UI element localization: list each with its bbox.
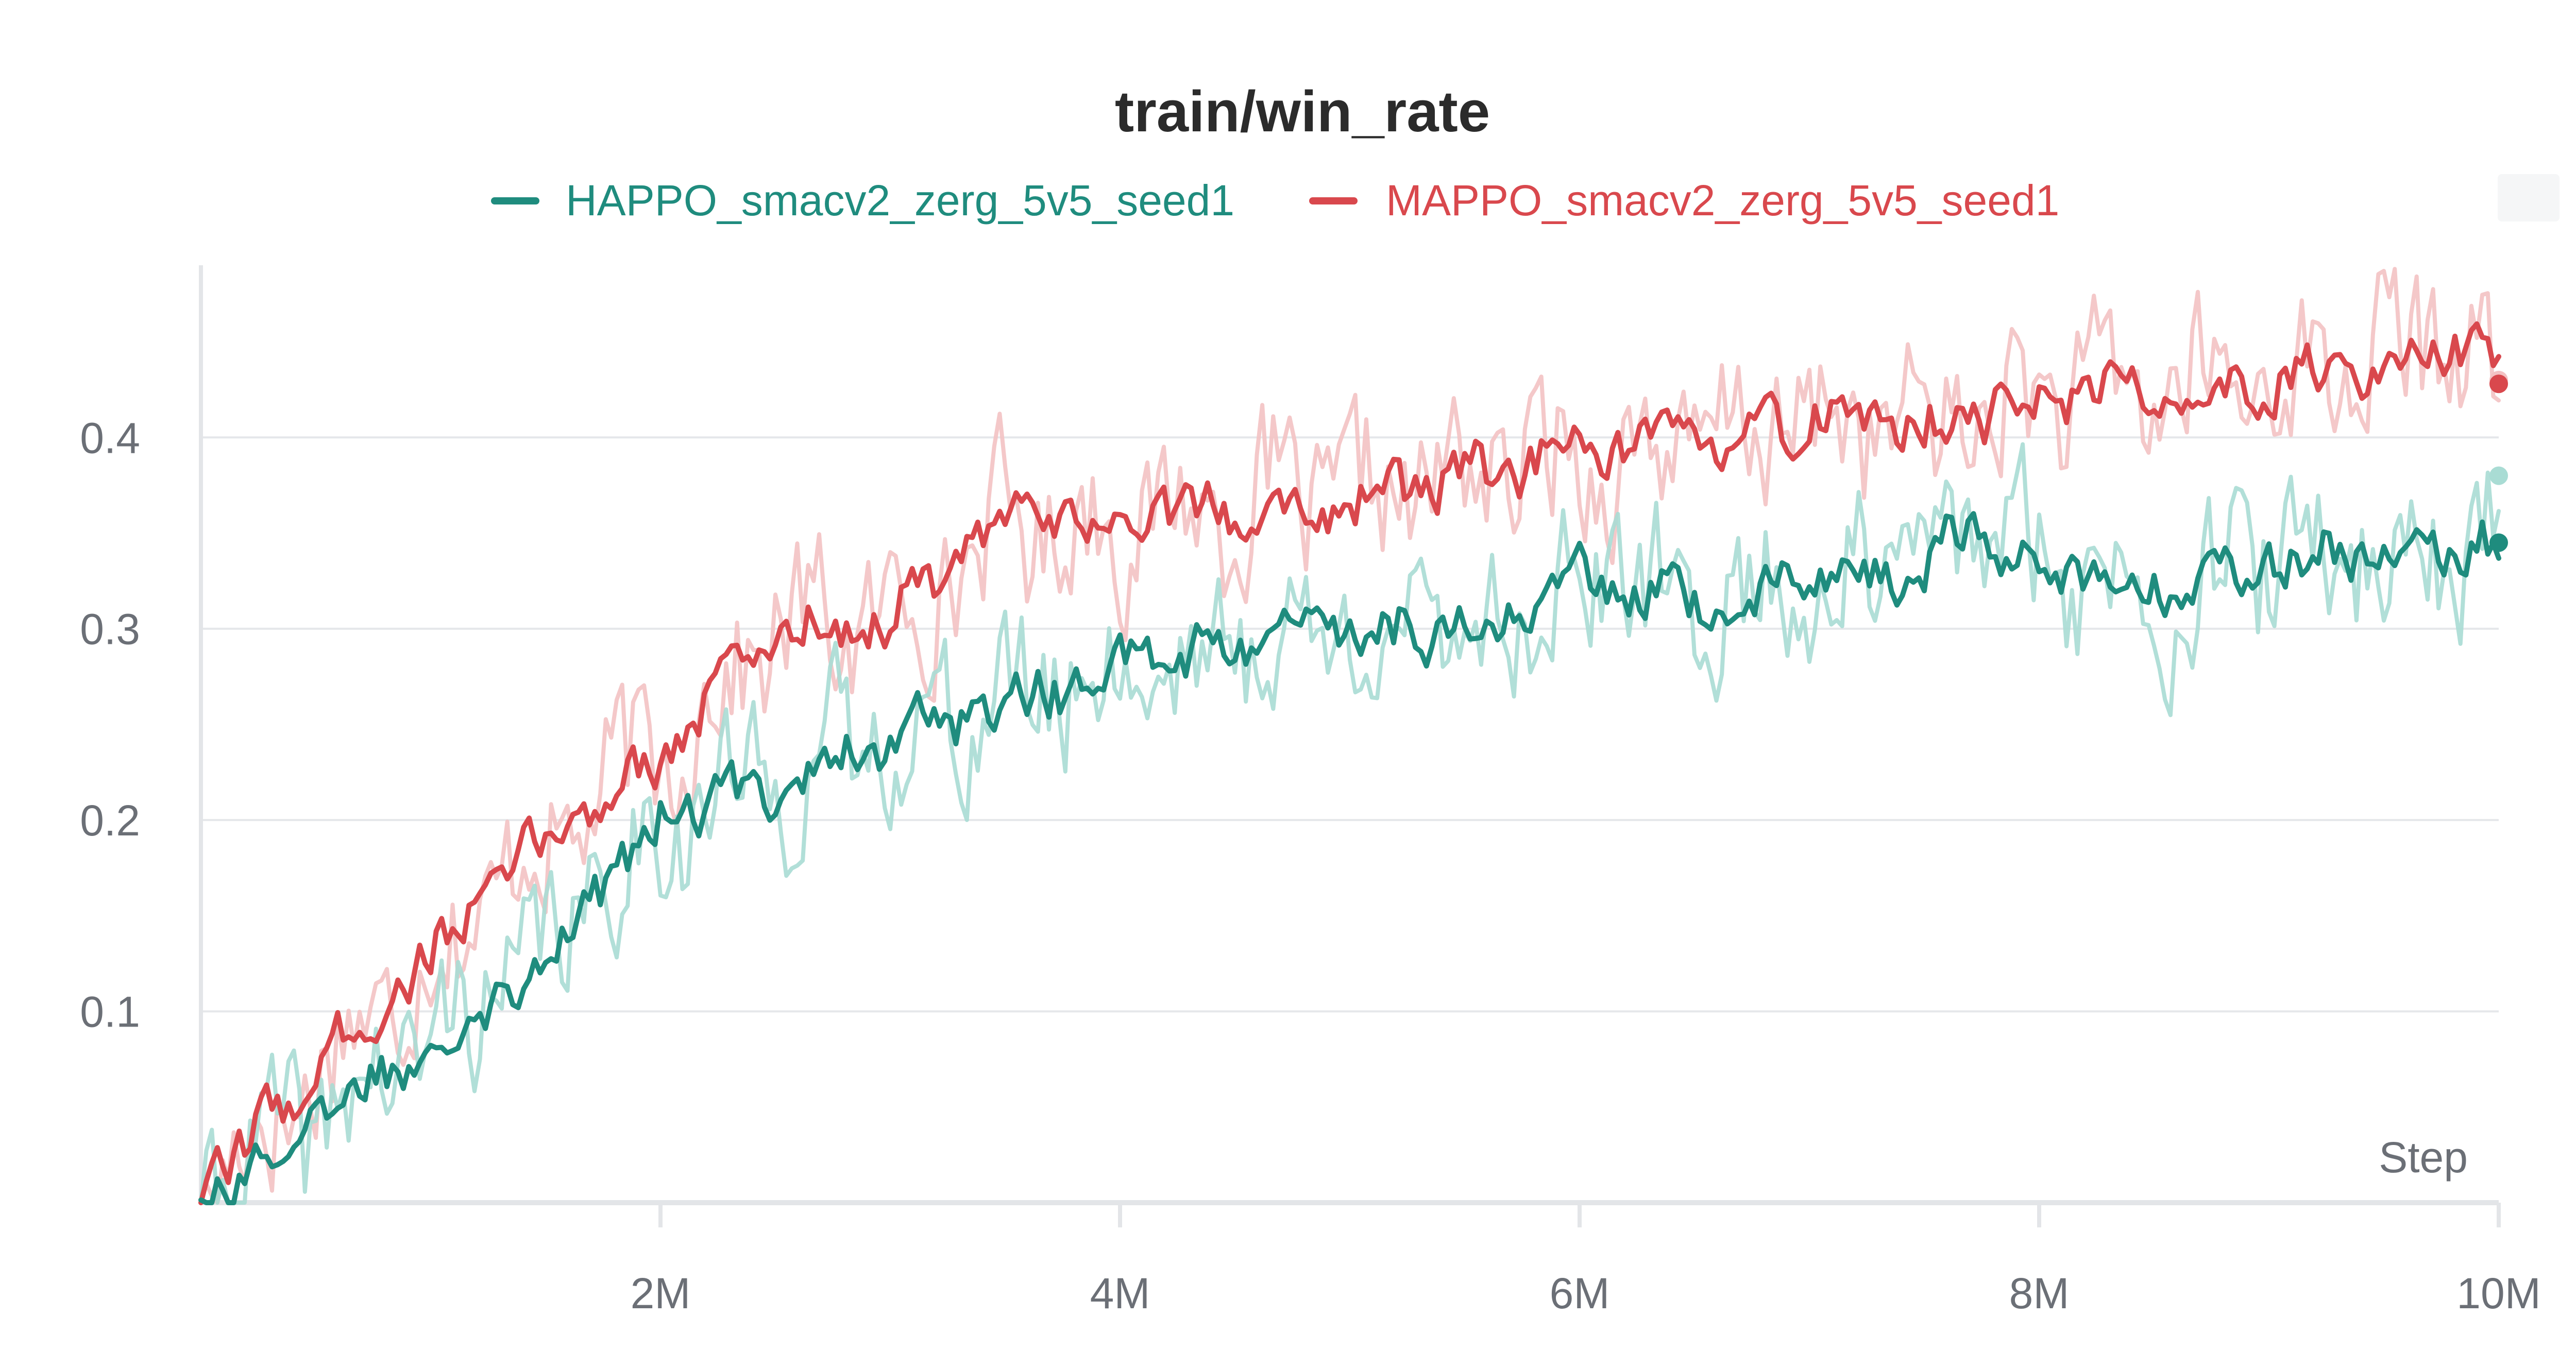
x-tick-label: 8M [2009,1269,2070,1318]
raw-final-point [2489,466,2508,485]
y-tick-label: 0.2 [80,796,140,845]
series-final-point [2489,533,2508,552]
raw-series-line [199,267,2501,1205]
y-tick-label: 0.1 [80,988,140,1036]
legend-entry: MAPPO_smacv2_zerg_5v5_seed1 [1386,176,2059,225]
x-axis-label: Step [2379,1133,2468,1182]
x-tick-label: 4M [1090,1269,1150,1318]
chart-menu-button[interactable] [2498,174,2560,221]
grid-lines [201,436,2499,1013]
tick-labels: 0.1 0.2 0.3 0.4 2M 4M 6M 8M 10M [80,414,2540,1318]
x-tick-label: 10M [2456,1269,2540,1318]
x-tick-label: 2M [631,1269,691,1318]
raw-series-line [199,442,2501,1205]
chart-title: train/win_rate [1115,79,1490,144]
y-tick-label: 0.3 [80,605,140,654]
series-final-point [2489,374,2508,394]
axes [199,265,2501,1227]
x-tick-label: 6M [1550,1269,1610,1318]
y-tick-label: 0.4 [80,414,140,462]
legend-entry: HAPPO_smacv2_zerg_5v5_seed1 [566,176,1234,225]
legend: HAPPO_smacv2_zerg_5v5_seed1 MAPPO_smacv2_… [491,176,2059,225]
smoothed-series-layer [198,321,2508,1205]
smoothed-series-line [198,511,2501,1205]
raw-series-layer [199,267,2501,1205]
smoothed-series-line [198,321,2501,1205]
